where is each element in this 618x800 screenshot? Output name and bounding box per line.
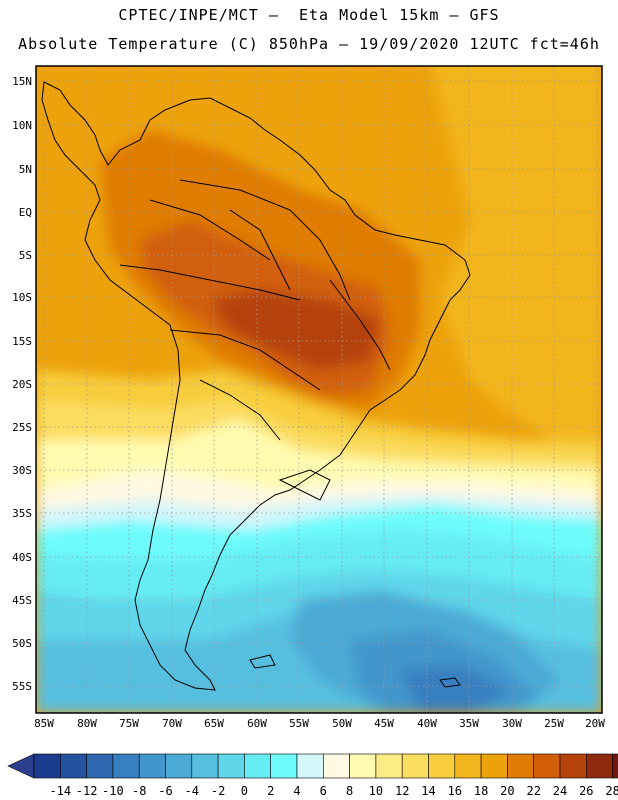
latitude-labels: 15N 10N 5N EQ 5S 10S 15S 20S 25S 30S 35S… <box>12 75 32 693</box>
colorbar-cell <box>270 753 298 779</box>
colorbar-label: 16 <box>448 784 462 798</box>
colorbar-label: 24 <box>553 784 567 798</box>
colorbar-cell <box>217 753 245 779</box>
colorbar-label: -8 <box>132 784 146 798</box>
colorbar-cell <box>296 753 324 779</box>
lon-label: 80W <box>77 717 97 730</box>
colorbar-cell <box>138 753 166 779</box>
map-title-line1: CPTEC/INPE/MCT – Eta Model 15km – GFS <box>118 6 500 24</box>
colorbar-label: 26 <box>579 784 593 798</box>
lat-label: 25S <box>12 421 32 434</box>
lon-label: 65W <box>204 717 224 730</box>
lon-label: 25W <box>544 717 564 730</box>
colorbar-label: -14 <box>49 784 71 798</box>
colorbar-label: 6 <box>320 784 327 798</box>
longitude-labels: 85W 80W 75W 70W 65W 60W 55W 50W 45W 40W … <box>34 717 605 730</box>
colorbar-cell <box>112 753 140 779</box>
lat-label: 10N <box>12 119 32 132</box>
colorbar-label: 28 <box>605 784 618 798</box>
colorbar-cell <box>559 753 587 779</box>
lat-label: 50S <box>12 637 32 650</box>
colorbar-label: 20 <box>500 784 514 798</box>
colorbar-label: 2 <box>267 784 274 798</box>
colorbar-label: 12 <box>395 784 409 798</box>
lon-label: 70W <box>162 717 182 730</box>
lat-label: 55S <box>12 680 32 693</box>
map-frame <box>35 65 603 714</box>
colorbar-cell <box>191 753 219 779</box>
lon-label: 75W <box>119 717 139 730</box>
colorbar-label: 0 <box>241 784 248 798</box>
colorbar-label: 8 <box>346 784 353 798</box>
lon-label: 50W <box>332 717 352 730</box>
colorbar-label: 18 <box>474 784 488 798</box>
colorbar-label: -4 <box>185 784 199 798</box>
colorbar-cell <box>454 753 482 779</box>
lat-label: 45S <box>12 594 32 607</box>
lon-label: 60W <box>247 717 267 730</box>
colorbar-cell <box>33 753 61 779</box>
coastlines <box>41 81 471 691</box>
colorbar-cell <box>322 753 350 779</box>
colorbar-label: -10 <box>102 784 124 798</box>
lon-label: 55W <box>289 717 309 730</box>
lon-label: 45W <box>374 717 394 730</box>
lat-label: EQ <box>19 206 32 219</box>
colorbar-cell <box>507 753 534 779</box>
lat-label: 10S <box>12 291 32 304</box>
colorbar-cell <box>86 753 114 779</box>
colorbar-labels: -14 -12 -10 -8 -6 -4 -2 0 2 4 6 8 10 12 14 16 18 20 22 24 26… <box>49 784 618 798</box>
lon-label: 35W <box>459 717 479 730</box>
colorbar-cell <box>612 753 618 779</box>
lat-label: 15S <box>12 335 32 348</box>
colorbar-low-arrow <box>7 753 35 779</box>
lon-label: 85W <box>34 717 54 730</box>
colorbar-label: -12 <box>76 784 98 798</box>
colorbar-cell <box>428 753 456 779</box>
lat-label: 20S <box>12 378 32 391</box>
colorbar-cell <box>401 753 429 779</box>
lon-label: 20W <box>585 717 605 730</box>
colorbar-cell <box>480 753 508 779</box>
colorbar-label: 10 <box>369 784 383 798</box>
lat-label: 5N <box>19 163 32 176</box>
colorbar-cell <box>375 753 403 779</box>
colorbar-cells <box>7 753 618 779</box>
lat-label: 5S <box>19 249 32 262</box>
lat-label: 35S <box>12 507 32 520</box>
colorbar-label: 22 <box>526 784 540 798</box>
colorbar-cell <box>59 753 87 779</box>
colorbar-label: -6 <box>158 784 172 798</box>
lat-label: 30S <box>12 464 32 477</box>
colorbar-cell <box>244 753 271 779</box>
colorbar-cell <box>165 753 193 779</box>
temperature-field <box>36 66 602 713</box>
lat-label: 40S <box>12 551 32 564</box>
colorbar-label: 4 <box>293 784 300 798</box>
colorbar-cell <box>533 753 561 779</box>
colorbar-cell <box>585 753 613 779</box>
lon-label: 40W <box>417 717 437 730</box>
lon-label: 30W <box>502 717 522 730</box>
map-title-line2: Absolute Temperature (C) 850hPa – 19/09/… <box>18 35 600 53</box>
colorbar-label: -2 <box>211 784 225 798</box>
colorbar-label: 14 <box>421 784 435 798</box>
colorbar-cell <box>349 753 377 779</box>
lat-label: 15N <box>12 75 32 88</box>
